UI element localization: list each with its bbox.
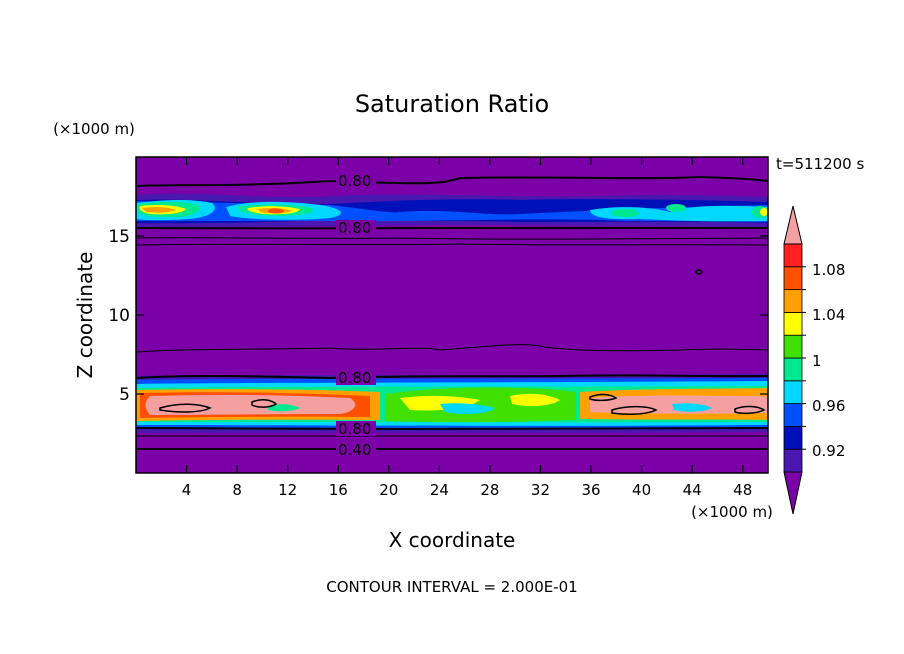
contour-pocket-right: [611, 405, 658, 415]
lower-layer: [136, 374, 768, 433]
colorbar-swatch: [783, 380, 803, 404]
colorbar-swatch: [783, 266, 803, 290]
x-tick-label: 36: [581, 481, 600, 499]
contour-thin-14: [136, 237, 768, 240]
x-tick-label: 12: [278, 481, 297, 499]
contour-pocket-center: [589, 393, 618, 402]
colorbar-swatch: [783, 311, 803, 336]
y-tick-label: 10: [108, 306, 130, 326]
upper-band-cyan-patch-2: [611, 209, 639, 217]
contour-thin-7: [136, 344, 768, 353]
y-tick-label: 15: [108, 227, 130, 247]
colorbar-upper-arrow: [783, 205, 803, 245]
x-tick-label: 8: [232, 481, 242, 499]
lower-band-pink-core: [145, 394, 356, 415]
colorbar-swatch: [783, 243, 803, 268]
colorbar-swatch: [783, 425, 803, 450]
chart-title: Saturation Ratio: [355, 90, 549, 118]
colorbar-tick-label: 1.08: [812, 261, 845, 279]
colorbar-tick-labels: 0.92 0.96 1 1.04 1.08: [812, 261, 845, 460]
y-tick-label: 5: [119, 385, 130, 405]
colorbar-tick-label: 1: [812, 352, 822, 370]
lower-band-cyan-right-patch: [672, 403, 712, 412]
colorbar-swatch: [783, 357, 803, 382]
contour-labels: 0.80 0.80 0.80 0.80 0.40: [336, 172, 376, 459]
colorbar: [783, 205, 806, 515]
upper-band-yellow-patch: [760, 208, 768, 216]
colorbar-swatch: [783, 403, 803, 427]
contour-lower-top: [136, 374, 768, 380]
y-axis-label: Z coordinate: [73, 252, 97, 379]
contour-lines: [136, 175, 768, 451]
contour-label: 0.80: [338, 369, 371, 387]
contour-label-bg: [336, 173, 376, 188]
contour-upper-top: [136, 175, 768, 187]
colorbar-lower-arrow: [783, 471, 803, 515]
upper-band-red-core: [268, 208, 284, 214]
x-tick-label: 16: [329, 481, 348, 499]
colorbar-swatch: [783, 289, 803, 313]
x-tick-label: 20: [379, 481, 398, 499]
contour-label-bg: [336, 421, 376, 436]
contour-thin-25: [136, 435, 768, 437]
contour-thin-15: [136, 243, 768, 246]
colorbar-tick-label: 0.96: [812, 397, 845, 415]
x-axis-ticks: 4 8 12 16 20 24 28 32 36 40 44 48: [182, 157, 752, 499]
x-tick-label: 40: [632, 481, 651, 499]
x-unit-label: (×1000 m): [691, 503, 773, 521]
colorbar-tick-label: 0.92: [812, 442, 845, 460]
lower-band-yellow-center-2: [510, 393, 560, 407]
time-label: t=511200 s: [776, 155, 864, 173]
upper-band-cyan-patch-1: [666, 204, 686, 212]
contour-label: 0.40: [338, 441, 371, 459]
x-tick-label: 44: [683, 481, 702, 499]
contour-pocket-mid: [251, 399, 278, 408]
plot-area: 0.80 0.80 0.80 0.80 0.40: [136, 157, 768, 473]
x-tick-label: 28: [480, 481, 499, 499]
y-axis-ticks: 5 10 15: [108, 227, 768, 405]
contour-label: 0.80: [338, 172, 371, 190]
upper-band-orange-left: [142, 206, 176, 213]
upper-layer: [136, 193, 768, 228]
contour-lower-bottom: [136, 427, 768, 431]
contour-label-bg: [336, 442, 376, 457]
x-axis-label: X coordinate: [389, 528, 516, 552]
lower-band-cyan-center: [440, 403, 495, 415]
x-tick-label: 4: [182, 481, 192, 499]
contour-label: 0.80: [338, 420, 371, 438]
contour-label-bg: [336, 370, 376, 385]
contour-pocket-left: [159, 403, 212, 413]
x-tick-label: 24: [430, 481, 449, 499]
footer-contour-interval: CONTOUR INTERVAL = 2.000E-01: [326, 578, 577, 596]
contour-label: 0.80: [338, 219, 371, 237]
y-unit-label: (×1000 m): [53, 120, 135, 138]
contour-pocket-far-right: [734, 405, 766, 415]
contour-label-bg: [336, 220, 376, 235]
colorbar-swatch: [783, 334, 803, 359]
lower-band-green-left-patch: [268, 404, 300, 412]
colorbar-tick-label: 1.04: [812, 306, 845, 324]
x-tick-label: 48: [733, 481, 752, 499]
x-tick-label: 32: [531, 481, 550, 499]
upper-band-cyan-right: [590, 205, 768, 222]
contour-isolated: [695, 269, 703, 275]
colorbar-swatch: [783, 448, 803, 473]
